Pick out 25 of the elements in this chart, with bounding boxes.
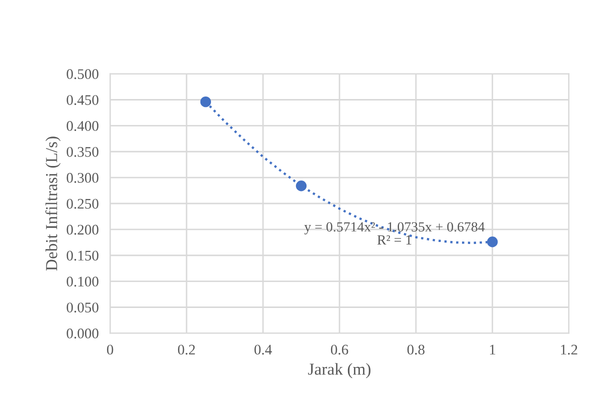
y-tick-label: 0.350 [66,146,98,157]
x-axis-title: Jarak (m) [308,363,370,378]
y-axis-title: Debit Infiltrasi (L/s) [45,136,61,271]
y-tick-label: 0.300 [66,172,98,183]
y-tick-label: 0.200 [66,224,98,235]
x-tick-label: 0.4 [254,344,272,355]
x-tick-label: 0.2 [178,344,195,355]
x-tick-label: 0.6 [330,344,348,355]
x-tick-label: 1.2 [561,344,578,355]
x-tick-label: 0.8 [407,344,425,355]
y-tick-label: 0.050 [66,302,98,313]
x-tick-label: 0 [106,344,114,355]
y-tick-label: 0.500 [66,69,98,80]
y-tick-label: 0.400 [66,121,98,131]
y-tick-label: 0.000 [66,328,98,338]
point [487,236,498,248]
annotation: y = 0.5714x² - 1.0735x + 0.6784 [304,222,485,234]
point [200,96,212,108]
x-tick-label: 1 [490,344,496,354]
y-tick-label: 0.150 [66,250,98,261]
y-tick-label: 0.250 [66,198,98,209]
y-tick-label: 0.450 [66,95,98,106]
annotation: R² = 1 [377,235,412,244]
y-tick-label: 0.100 [66,276,98,287]
point [296,180,307,192]
